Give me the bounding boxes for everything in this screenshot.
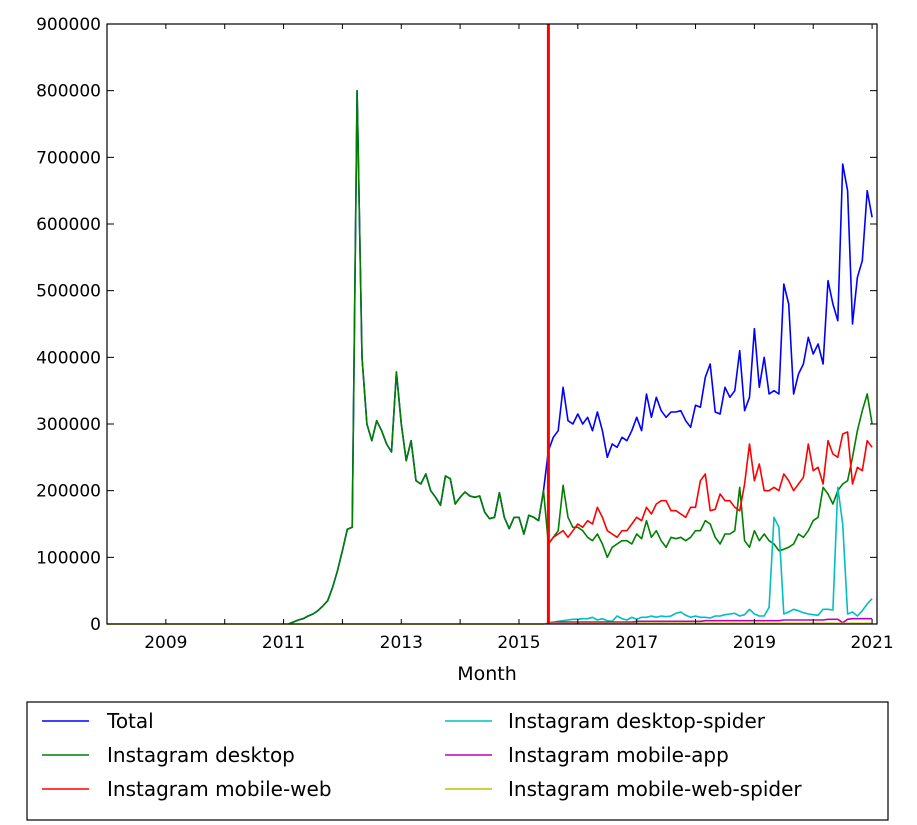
legend-label: Instagram mobile-app [508, 743, 729, 767]
legend-entry: Total [42, 709, 154, 733]
y-tick-label: 900000 [36, 15, 101, 35]
series-line-instagram-desktop [288, 89, 873, 625]
x-tick-label: 2009 [144, 633, 187, 653]
legend-entry: Instagram desktop-spider [445, 709, 766, 733]
series-line-instagram-mobile-app [548, 617, 873, 624]
legend-label: Instagram mobile-web [107, 777, 332, 801]
ticks-layer: 2009 2011 2013 2015 2017 2019 2021 0 100000 20000… [36, 15, 894, 653]
y-tick-label: 600000 [36, 215, 101, 235]
x-tick-label: 2011 [262, 633, 305, 653]
legend-label: Instagram mobile-web-spider [508, 777, 802, 801]
y-tick-label: 100000 [36, 548, 101, 568]
x-axis-label: Month [457, 663, 517, 685]
legend-label: Instagram desktop-spider [508, 709, 766, 733]
x-tick-label: 2015 [497, 633, 540, 653]
y-tick-label: 200000 [36, 482, 101, 502]
series-line-instagram-mobile-web [547, 431, 873, 545]
legend-entry: Instagram mobile-web-spider [445, 777, 802, 801]
y-tick-label: 800000 [36, 82, 101, 102]
legend-entry: Instagram mobile-app [445, 743, 729, 767]
series-line-total [288, 89, 873, 625]
legend: Total Instagram desktop Instagram mobile-w… [42, 709, 802, 801]
legend-label: Instagram desktop [107, 743, 295, 767]
y-tick-label: 400000 [36, 348, 101, 368]
y-tick-label: 500000 [36, 282, 101, 302]
legend-entry: Instagram desktop [42, 743, 295, 767]
x-tick-label: 2013 [380, 633, 423, 653]
x-tick-label: 2017 [615, 633, 658, 653]
legend-entry: Instagram mobile-web [42, 777, 332, 801]
series-layer [107, 89, 873, 625]
plot-frame [106, 23, 878, 625]
x-tick-label: 2021 [850, 633, 893, 653]
y-tick-label: 300000 [36, 415, 101, 435]
x-tick-label: 2019 [733, 633, 776, 653]
y-tick-label: 700000 [36, 148, 101, 168]
series-line-instagram-desktop-spider [548, 486, 873, 624]
legend-label: Total [106, 709, 154, 733]
y-tick-label: 0 [90, 615, 101, 635]
